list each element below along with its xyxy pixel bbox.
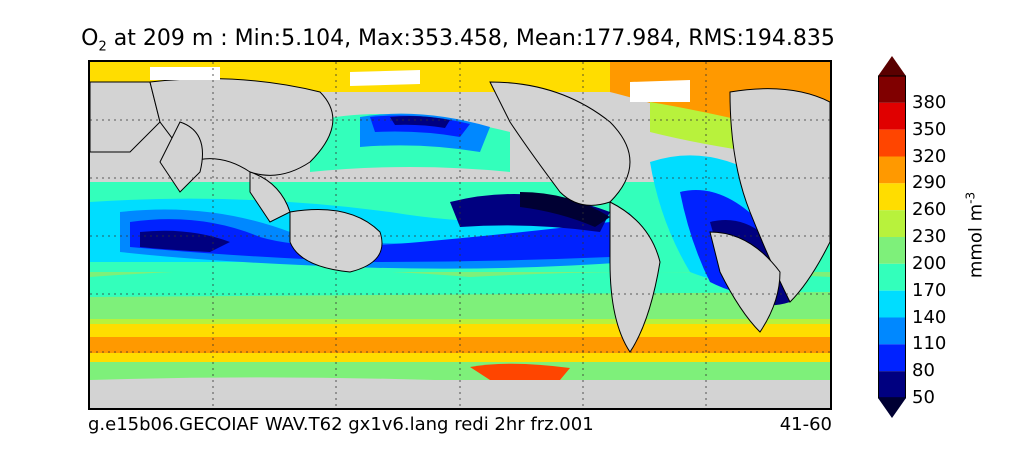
- colorbar-bins: [878, 75, 906, 399]
- colorbar: [878, 56, 906, 418]
- land: [90, 78, 830, 353]
- colorbar-bin: [878, 344, 906, 372]
- map-canvas: [90, 62, 830, 408]
- colorbar-tick-label: 230: [912, 226, 947, 247]
- colorbar-under-arrow: [878, 398, 906, 418]
- colorbar-bin: [878, 102, 906, 130]
- colorbar-bin: [878, 76, 906, 103]
- colorbar-bin: [878, 210, 906, 237]
- colorbar-tick-label: 290: [912, 172, 947, 194]
- colorbar-bin: [878, 156, 906, 184]
- run-name: g.e15b06.GECOIAF WAV.T62 gx1v6.lang redi…: [88, 414, 594, 435]
- colorbar-tick-label: 200: [912, 252, 947, 274]
- colorbar-bin: [878, 183, 906, 211]
- colorbar-bin: [878, 290, 906, 318]
- colorbar-over-arrow: [878, 56, 906, 76]
- sea-ice: [150, 67, 690, 102]
- colorbar-tick-label: 110: [912, 333, 947, 355]
- colorbar-tick-label: 140: [912, 306, 947, 328]
- colorbar-tick-label: 350: [912, 118, 947, 140]
- colorbar-bin: [878, 263, 906, 291]
- colorbar-bin: [878, 317, 906, 345]
- years-label: 41-60: [779, 414, 832, 435]
- colorbar-tick-label: 320: [912, 145, 947, 167]
- colorbar-tick-label: 380: [912, 91, 947, 113]
- colorbar-tick-label: 80: [912, 360, 935, 382]
- graticule: [90, 62, 830, 408]
- colorbar-bin: [878, 237, 906, 264]
- colorbar-tick-label: 50: [912, 387, 935, 408]
- colorbar-units: mmol m-3: [963, 191, 987, 279]
- ocean-map: [88, 60, 832, 410]
- colorbar-tick-label: 170: [912, 279, 947, 301]
- colorbar-bin: [878, 371, 906, 398]
- colorbar-bin: [878, 129, 906, 157]
- plot-title: O2 at 209 m : Min:5.104, Max:353.458, Me…: [81, 26, 835, 55]
- colorbar-tick-label: 260: [912, 199, 947, 221]
